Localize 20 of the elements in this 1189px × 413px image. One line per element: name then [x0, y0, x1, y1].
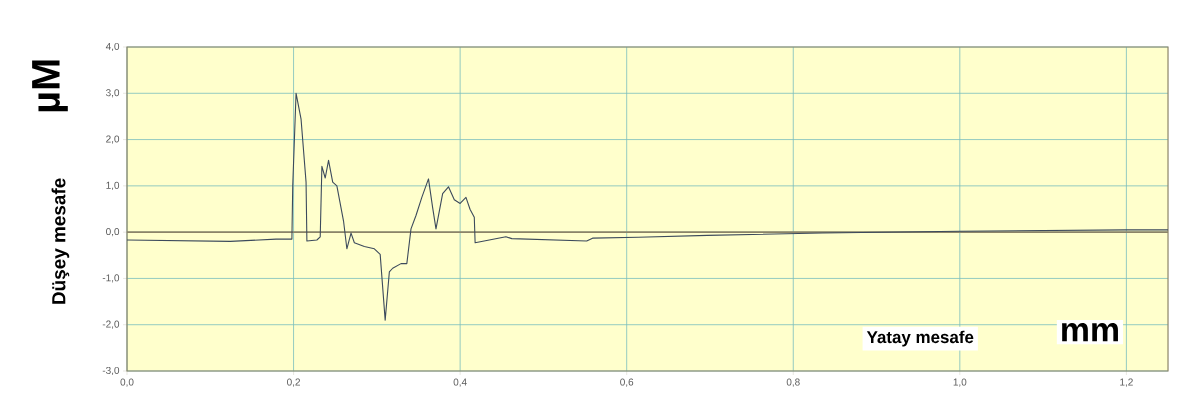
x-tick-label: 1,2 — [1120, 378, 1133, 387]
text: µM — [32, 60, 68, 112]
line-series — [126, 92, 1169, 321]
y-tick-label: 1,0 — [106, 181, 120, 190]
y-tick-label: 4,0 — [105, 42, 120, 52]
y-tick-label: -2,0 — [102, 320, 120, 329]
y-axis-title: Düşey mesafe — [51, 178, 70, 304]
y-tick-label: -3,0 — [102, 366, 120, 376]
x-tick-label: 0,0 — [120, 378, 134, 387]
x-tick-label: 1,0 — [953, 378, 967, 387]
x-tick-label: 0,4 — [453, 378, 467, 387]
y-tick-label: 2,0 — [106, 135, 120, 144]
y-tick-label: -1,0 — [102, 274, 120, 283]
x-axis-title: Yatay mesafe — [866, 330, 974, 347]
y-tick-label: 3,0 — [106, 89, 120, 98]
x-tick-label: 0,6 — [620, 378, 634, 387]
x-tick-label: 0,2 — [287, 378, 300, 387]
x-tick-label: 0,8 — [786, 378, 800, 387]
y-tick-label: 0,0 — [106, 228, 120, 237]
annotation: mm — [1062, 322, 1118, 342]
